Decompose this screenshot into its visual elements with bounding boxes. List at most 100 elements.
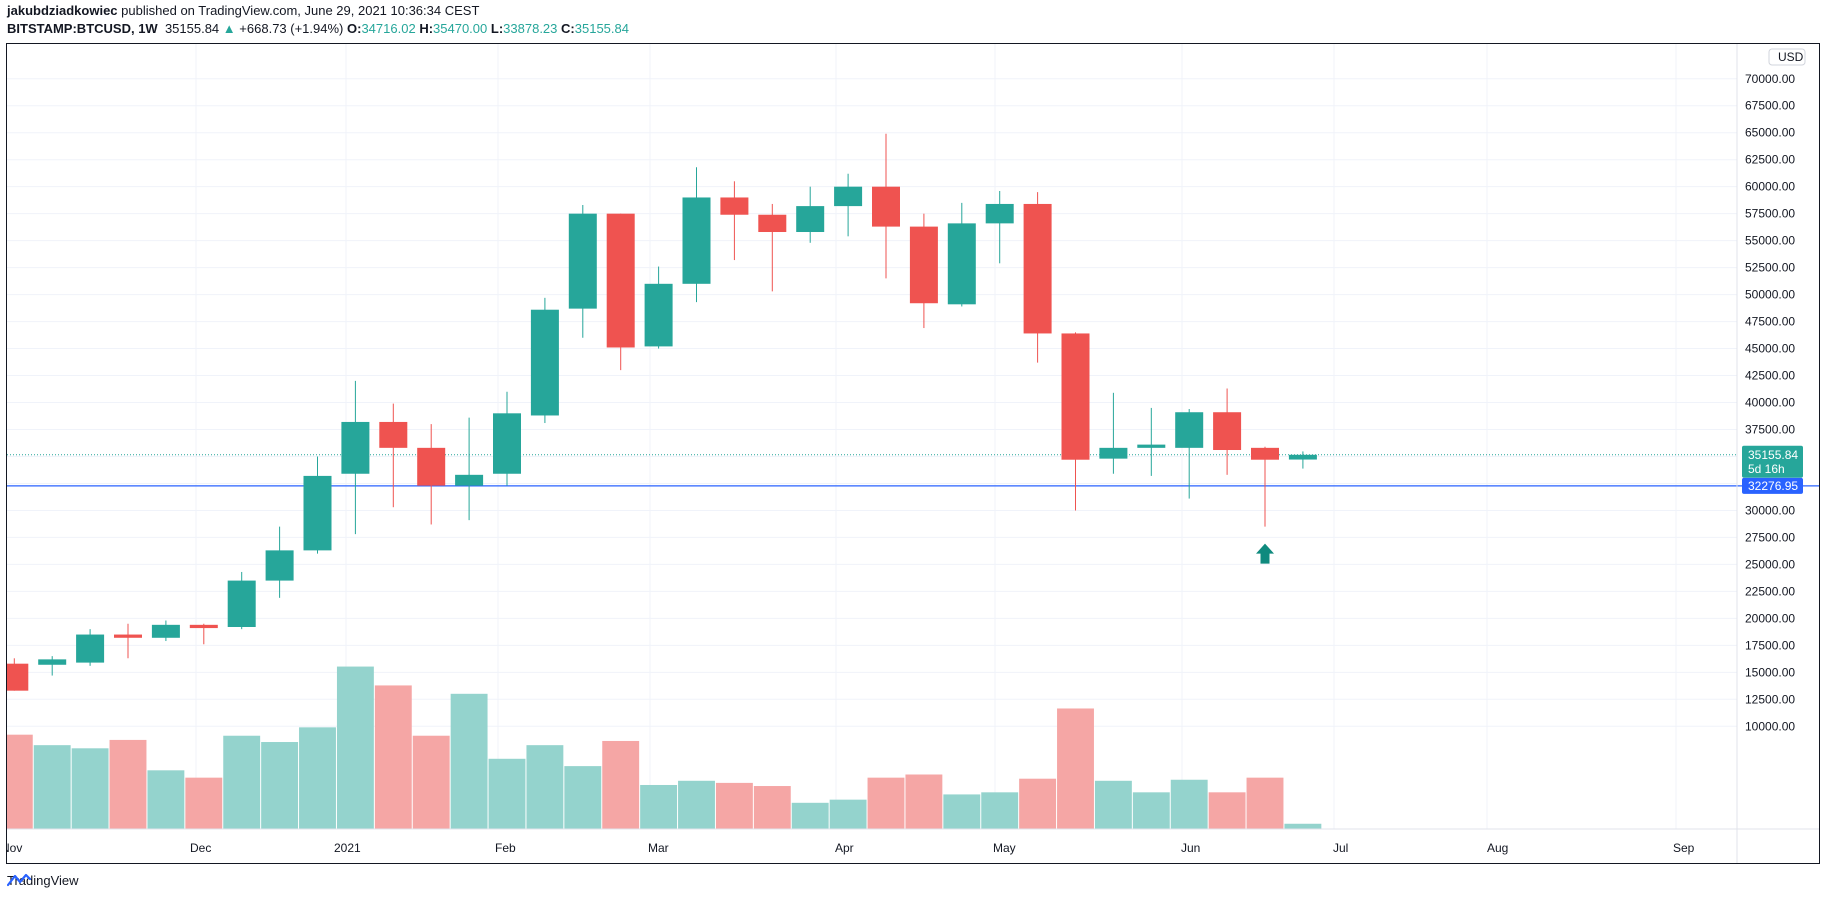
y-tick-label: 57500.00 <box>1745 207 1795 221</box>
candle-body[interactable] <box>1288 454 1317 460</box>
high-value: 35470.00 <box>433 21 488 36</box>
volume-bar <box>1019 778 1057 829</box>
volume-bar <box>185 777 223 829</box>
candle-body[interactable] <box>1251 447 1279 460</box>
close-label: C: <box>561 21 575 36</box>
x-tick-label: Sep <box>1673 841 1695 855</box>
volume-bar <box>981 792 1019 829</box>
candle-body[interactable] <box>1099 447 1128 459</box>
x-tick-label: Apr <box>835 841 854 855</box>
candle-body[interactable] <box>985 203 1014 224</box>
x-tick-label: Nov <box>7 841 22 855</box>
open-value: 34716.02 <box>361 21 416 36</box>
candle-body[interactable] <box>1023 203 1052 334</box>
last-price: 35155.84 <box>164 21 220 36</box>
y-tick-label: 60000.00 <box>1745 180 1795 194</box>
y-tick-label: 22500.00 <box>1745 584 1795 598</box>
low-value: 33878.23 <box>503 21 558 36</box>
volume-bar <box>791 802 829 829</box>
volume-bar <box>71 748 109 829</box>
volume-bar <box>33 745 71 829</box>
y-tick-label: 37500.00 <box>1745 423 1795 437</box>
ohlc-legend: BITSTAMP:BTCUSD, 1W 35155.84 ▲ +668.73 (… <box>7 21 629 36</box>
volume-bar <box>1246 777 1284 829</box>
candle-body[interactable] <box>682 197 711 284</box>
candle-body[interactable] <box>38 659 67 665</box>
candle-body[interactable] <box>417 447 446 486</box>
y-tick-label: 15000.00 <box>1745 665 1795 679</box>
y-tick-label: 45000.00 <box>1745 342 1795 356</box>
volume-bar <box>715 782 753 829</box>
arrow-up-icon[interactable] <box>1256 543 1274 564</box>
x-tick-label: Aug <box>1487 841 1508 855</box>
volume-bar <box>412 735 450 829</box>
candle-body[interactable] <box>644 283 673 347</box>
volume-bar <box>602 740 640 829</box>
candle-body[interactable] <box>568 213 597 309</box>
volume-bar <box>640 784 678 829</box>
y-tick-label: 27500.00 <box>1745 530 1795 544</box>
candle-body[interactable] <box>720 197 749 215</box>
y-tick-label: 30000.00 <box>1745 503 1795 517</box>
candle-body[interactable] <box>834 186 863 207</box>
volume-bar <box>1284 823 1322 829</box>
candle-body[interactable] <box>189 624 218 629</box>
volume-bar <box>7 734 33 829</box>
volume-bar <box>905 774 943 829</box>
y-tick-label: 55000.00 <box>1745 234 1795 248</box>
candle-body[interactable] <box>493 413 521 474</box>
volume-bar <box>1170 779 1208 829</box>
candle-body[interactable] <box>1137 444 1166 448</box>
candle-body[interactable] <box>606 213 635 348</box>
candle-body[interactable] <box>909 226 938 304</box>
candle-body[interactable] <box>227 580 256 627</box>
published-text: published on TradingView.com, June 29, 2… <box>121 3 480 18</box>
symbol-label: BITSTAMP:BTCUSD, 1W <box>7 21 158 36</box>
x-tick-label: Jun <box>1181 841 1200 855</box>
currency-badge[interactable] <box>1768 48 1806 66</box>
candle-body[interactable] <box>76 634 105 663</box>
publish-line: jakubdziadkowiec published on TradingVie… <box>7 3 479 18</box>
last-price-badge-label: 35155.84 <box>1748 448 1798 462</box>
candle-body[interactable] <box>151 624 180 638</box>
candle-body[interactable] <box>341 421 370 474</box>
volume-bar <box>299 727 336 829</box>
candle-body[interactable] <box>455 474 484 486</box>
candle-body[interactable] <box>303 475 332 551</box>
x-tick-label: Dec <box>190 841 211 855</box>
volume-bar <box>829 799 867 829</box>
author-name[interactable]: jakubdziadkowiec <box>7 3 118 18</box>
volume-bar <box>564 766 602 829</box>
high-label: H: <box>419 21 434 36</box>
volume-bar <box>1094 780 1132 829</box>
candle-body[interactable] <box>379 421 408 448</box>
x-tick-label: Jul <box>1333 841 1348 855</box>
candle-body[interactable] <box>1175 412 1204 448</box>
candle-body[interactable] <box>758 214 787 233</box>
y-tick-label: 52500.00 <box>1745 261 1795 275</box>
y-tick-label: 65000.00 <box>1745 126 1795 140</box>
candle-body[interactable] <box>1061 333 1090 460</box>
candle-body[interactable] <box>796 206 825 233</box>
y-tick-label: 25000.00 <box>1745 557 1795 571</box>
candle-body[interactable] <box>947 223 976 305</box>
candle-body[interactable] <box>7 663 29 691</box>
volume-bar <box>109 739 147 829</box>
price-chart[interactable]: 70000.00 67500.00 65000.00 62500.00 60000.00… <box>7 44 1820 864</box>
chart-area[interactable]: 70000.00 67500.00 65000.00 62500.00 60000.00… <box>6 43 1820 864</box>
volume-bar <box>1057 708 1094 829</box>
change-arrow-icon: ▲ <box>222 21 236 36</box>
close-value: 35155.84 <box>574 21 629 36</box>
candle-body[interactable] <box>530 309 559 416</box>
y-tick-label: 10000.00 <box>1745 719 1795 733</box>
volume-bar <box>1208 792 1246 829</box>
candle-body[interactable] <box>265 550 294 581</box>
volume-bar <box>678 780 715 829</box>
open-label: O: <box>347 21 362 36</box>
hline-badge <box>1742 477 1803 494</box>
candle-body[interactable] <box>1213 412 1242 451</box>
volume-bar <box>223 735 261 829</box>
candle-body[interactable] <box>114 634 142 638</box>
candle-body[interactable] <box>872 186 900 227</box>
volume-bar <box>261 742 299 829</box>
